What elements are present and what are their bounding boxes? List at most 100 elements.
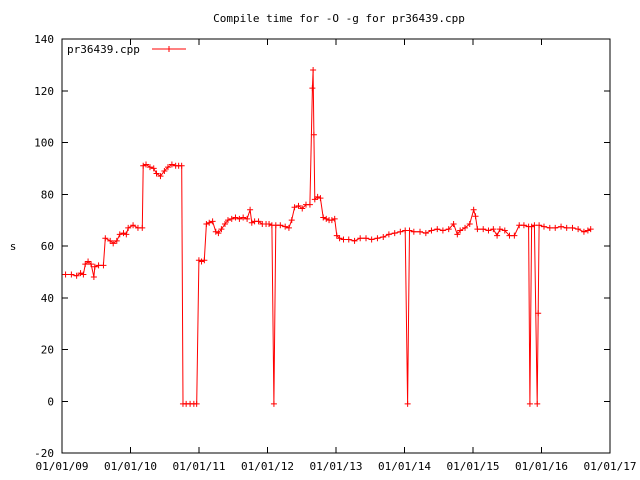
data-point bbox=[228, 215, 235, 222]
data-point bbox=[73, 272, 80, 279]
data-point bbox=[310, 67, 317, 74]
data-point bbox=[309, 85, 316, 92]
data-point bbox=[150, 165, 157, 172]
data-point bbox=[232, 214, 239, 221]
data-point bbox=[90, 274, 97, 281]
data-point bbox=[558, 223, 565, 230]
data-point bbox=[410, 228, 417, 235]
x-tick-label: 01/01/14 bbox=[378, 460, 431, 473]
x-tick-label: 01/01/17 bbox=[584, 460, 637, 473]
data-point bbox=[428, 227, 435, 234]
data-point bbox=[422, 230, 429, 237]
data-point bbox=[575, 226, 582, 233]
data-point bbox=[536, 222, 543, 229]
data-point bbox=[494, 232, 501, 239]
data-point bbox=[168, 161, 175, 168]
data-point bbox=[140, 162, 147, 169]
x-tick-label: 01/01/11 bbox=[173, 460, 226, 473]
data-point bbox=[82, 261, 89, 268]
data-point bbox=[221, 221, 228, 228]
data-point bbox=[80, 271, 87, 278]
data-point bbox=[552, 224, 559, 231]
x-tick-label: 01/01/10 bbox=[104, 460, 157, 473]
y-tick-label: 60 bbox=[41, 240, 54, 253]
data-point bbox=[333, 232, 340, 239]
data-point bbox=[161, 167, 168, 174]
data-point bbox=[282, 223, 289, 230]
x-tick-label: 01/01/15 bbox=[447, 460, 500, 473]
data-point bbox=[146, 164, 153, 171]
data-point bbox=[474, 226, 481, 233]
data-point bbox=[466, 221, 473, 228]
data-point bbox=[295, 202, 302, 209]
data-point bbox=[406, 227, 413, 234]
data-point bbox=[511, 232, 518, 239]
data-point bbox=[240, 214, 247, 221]
data-point bbox=[209, 218, 216, 225]
data-point bbox=[569, 224, 576, 231]
data-point bbox=[587, 226, 594, 233]
data-point bbox=[485, 227, 492, 234]
data-point bbox=[480, 226, 487, 233]
data-point bbox=[454, 231, 461, 238]
data-point bbox=[310, 131, 317, 138]
data-point bbox=[206, 219, 213, 226]
data-point bbox=[139, 224, 146, 231]
data-point bbox=[198, 258, 205, 265]
data-point bbox=[255, 218, 262, 225]
data-point bbox=[224, 217, 231, 224]
data-point bbox=[130, 222, 137, 229]
data-point bbox=[397, 228, 404, 235]
data-point bbox=[201, 257, 208, 264]
y-tick-label: 80 bbox=[41, 188, 54, 201]
data-point bbox=[351, 237, 358, 244]
data-point bbox=[91, 263, 98, 270]
data-point bbox=[314, 193, 321, 200]
chart-title: Compile time for -O -g for pr36439.cpp bbox=[213, 12, 465, 25]
data-point bbox=[520, 222, 527, 229]
data-point bbox=[285, 224, 292, 231]
data-point bbox=[247, 206, 254, 213]
data-point bbox=[470, 206, 477, 213]
data-point bbox=[100, 262, 107, 269]
data-point bbox=[534, 400, 541, 407]
data-point bbox=[317, 195, 324, 202]
y-tick-label: 120 bbox=[34, 85, 54, 98]
x-tick-label: 01/01/09 bbox=[36, 460, 89, 473]
data-point bbox=[306, 201, 313, 208]
data-point bbox=[291, 204, 298, 211]
data-point bbox=[288, 217, 295, 224]
data-point bbox=[277, 222, 284, 229]
legend-label: pr36439.cpp bbox=[67, 43, 140, 56]
data-point bbox=[120, 230, 127, 237]
data-point bbox=[345, 236, 352, 243]
data-point bbox=[102, 235, 109, 242]
data-point bbox=[266, 221, 273, 228]
x-tick-label: 01/01/13 bbox=[310, 460, 363, 473]
data-point bbox=[526, 400, 533, 407]
data-point bbox=[434, 226, 441, 233]
data-point bbox=[236, 215, 243, 222]
y-tick-label: 40 bbox=[41, 292, 54, 305]
data-point bbox=[77, 270, 84, 277]
data-point bbox=[244, 215, 251, 222]
data-point bbox=[363, 235, 370, 242]
y-tick-label: -20 bbox=[34, 447, 54, 460]
data-point bbox=[380, 233, 387, 240]
data-point bbox=[323, 215, 330, 222]
y-axis-label: s bbox=[10, 240, 17, 253]
data-point bbox=[113, 237, 120, 244]
y-tick-label: 100 bbox=[34, 137, 54, 150]
y-tick-label: 20 bbox=[41, 344, 54, 357]
data-point bbox=[218, 226, 225, 233]
data-point bbox=[528, 223, 535, 230]
data-point bbox=[110, 240, 117, 247]
axes: -20 0 20 40 60 80 100 120 140 01/01/09 01/01/10 01/… bbox=[34, 33, 636, 473]
data-point bbox=[85, 258, 92, 265]
data-point bbox=[417, 228, 424, 235]
data-point bbox=[178, 162, 185, 169]
data-point bbox=[116, 231, 123, 238]
data-point bbox=[107, 237, 114, 244]
data-point bbox=[368, 236, 375, 243]
data-point bbox=[195, 257, 202, 264]
